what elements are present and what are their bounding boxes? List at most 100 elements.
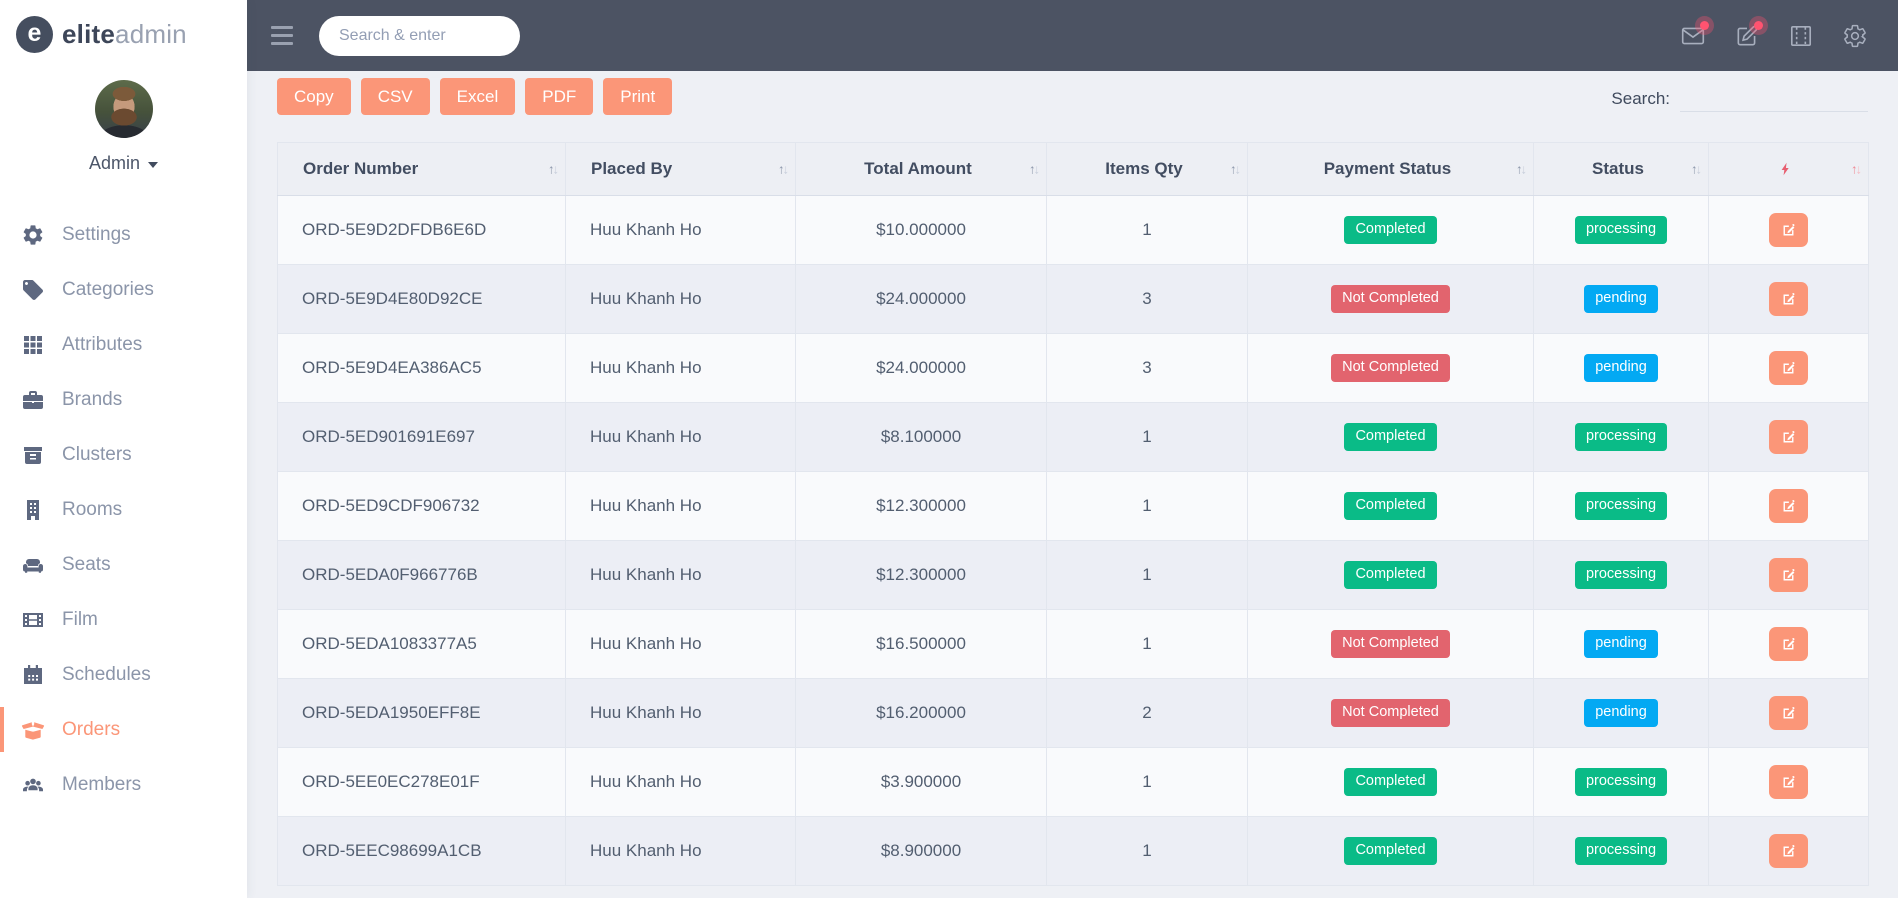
sidebar-item-attributes[interactable]: Attributes [0,317,247,372]
edit-order-button[interactable] [1769,351,1808,385]
table-row: ORD-5EE0EC278E01F Huu Khanh Ho $3.900000 1 C… [277,747,1869,817]
placed-by-cell: Huu Khanh Ho [565,471,796,541]
brand-name-bold: elite [62,19,116,49]
status-badge: processing [1574,837,1668,865]
status-cell: pending [1533,333,1709,403]
total-amount-cell: $12.300000 [795,471,1047,541]
csv-button[interactable]: CSV [360,78,430,115]
sidebar-item-brands[interactable]: Brands [0,372,247,427]
actions-cell [1708,333,1869,403]
pdf-button[interactable]: PDF [525,78,594,115]
navbar-icons [1680,20,1868,49]
payment-status-badge: Not Completed [1331,699,1450,727]
admin-dropdown[interactable]: Admin [0,153,247,174]
sort-arrows-icon: ↑↓ [1029,161,1040,177]
briefcase-icon [21,388,46,412]
sidebar-item-categories[interactable]: Categories [0,262,247,317]
sort-arrows-icon: ↑↓ [1691,161,1702,177]
avatar[interactable] [94,80,153,138]
table-row: ORD-5ED901691E697 Huu Khanh Ho $8.100000 1 C… [277,402,1869,472]
column-header-payment-status[interactable]: Payment Status ↑↓ [1247,142,1534,196]
sidebar-menu: Settings Categories Attributes Brands Cluste… [0,207,247,812]
copy-button[interactable]: Copy [277,78,351,115]
tags-icon [21,278,46,302]
sort-arrows-icon: ↑↓ [778,161,789,177]
edit-order-button[interactable] [1769,213,1808,247]
edit-order-button[interactable] [1769,834,1808,868]
column-label: Order Number [303,159,419,178]
actions-cell [1708,402,1869,472]
items-qty-cell: 1 [1046,747,1248,817]
sidebar-item-seats[interactable]: Seats [0,537,247,592]
status-badge: processing [1574,216,1668,244]
edit-order-button[interactable] [1769,420,1808,454]
payment-status-cell: Not Completed [1247,678,1534,748]
column-header-order-number[interactable]: Order Number ↑↓ [277,142,566,196]
order-number-cell: ORD-5E9D4EA386AC5 [277,333,566,403]
edit-order-button[interactable] [1769,627,1808,661]
sidebar-item-settings[interactable]: Settings [0,207,247,262]
edit-icon [1780,291,1797,308]
column-header-status[interactable]: Status ↑↓ [1533,142,1709,196]
table-search: Search: [1611,78,1868,112]
edit-order-button[interactable] [1769,558,1808,592]
edit-order-button[interactable] [1769,696,1808,730]
sidebar-item-label: Members [62,773,142,795]
placed-by-cell: Huu Khanh Ho [565,333,796,403]
payment-status-cell: Completed [1247,195,1534,265]
column-header-total-amount[interactable]: Total Amount ↑↓ [795,142,1047,196]
gear-icon[interactable] [1842,23,1868,49]
mail-icon[interactable] [1680,20,1709,49]
excel-button[interactable]: Excel [439,78,516,115]
sidebar-item-clusters[interactable]: Clusters [0,427,247,482]
table-search-input[interactable] [1680,86,1868,112]
menu-toggle-button[interactable] [265,20,299,51]
sidebar-item-orders[interactable]: Orders [0,702,247,757]
columns-icon[interactable] [1788,23,1814,49]
edit-order-button[interactable] [1769,765,1808,799]
film-icon [21,608,46,632]
actions-cell [1708,195,1869,265]
placed-by-cell: Huu Khanh Ho [565,816,796,886]
edit-icon [1780,498,1797,515]
column-header-actions[interactable]: ↑↓ [1708,142,1869,196]
export-buttons: Copy CSV Excel PDF Print [277,78,673,115]
column-header-items-qty[interactable]: Items Qty ↑↓ [1046,142,1248,196]
global-search-input[interactable] [337,25,502,46]
column-header-placed-by[interactable]: Placed By ↑↓ [565,142,796,196]
items-qty-cell: 1 [1046,471,1248,541]
chevron-down-icon [148,161,159,168]
edit-order-button[interactable] [1769,489,1808,523]
placed-by-cell: Huu Khanh Ho [565,678,796,748]
sidebar-item-schedules[interactable]: Schedules [0,647,247,702]
edit-order-button[interactable] [1769,282,1808,316]
print-button[interactable]: Print [603,78,673,115]
table-row: ORD-5EDA1083377A5 Huu Khanh Ho $16.500000 1… [277,609,1869,679]
placed-by-cell: Huu Khanh Ho [565,264,796,334]
compose-icon[interactable] [1734,20,1763,49]
table-toolbar: Copy CSV Excel PDF Print Search: [277,78,1868,115]
notification-dot [1700,20,1709,30]
column-label: Payment Status [1323,159,1452,178]
sidebar-item-rooms[interactable]: Rooms [0,482,247,537]
edit-icon [1780,843,1797,860]
payment-status-cell: Completed [1247,816,1534,886]
status-cell: pending [1533,678,1709,748]
sidebar-item-film[interactable]: Film [0,592,247,647]
sidebar-item-label: Schedules [62,663,151,685]
box-open-icon [21,718,46,742]
status-cell: processing [1533,816,1709,886]
sidebar-item-label: Categories [62,278,154,300]
status-cell: processing [1533,402,1709,472]
placed-by-cell: Huu Khanh Ho [565,195,796,265]
status-badge: pending [1584,699,1658,727]
order-number-cell: ORD-5ED9CDF906732 [277,471,566,541]
sidebar-item-members[interactable]: Members [0,757,247,812]
column-label: Status [1592,159,1644,178]
actions-cell [1708,609,1869,679]
calendar-icon [21,663,46,687]
payment-status-cell: Not Completed [1247,264,1534,334]
sort-arrows-icon: ↑↓ [1516,161,1527,177]
grid-icon [21,333,46,357]
